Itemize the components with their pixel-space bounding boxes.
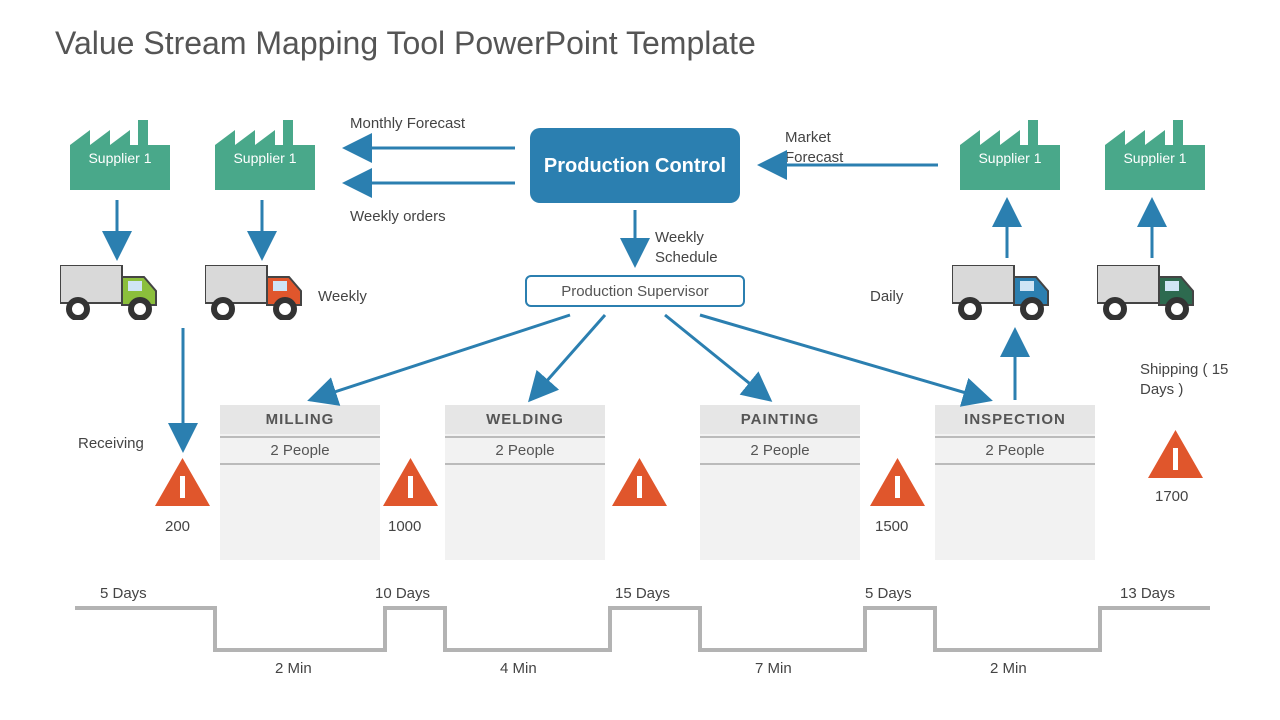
timeline-value: 5 Days <box>100 585 147 602</box>
timeline-value: 15 Days <box>615 585 670 602</box>
timeline-value: 4 Min <box>500 660 537 677</box>
timeline-layer <box>0 0 1280 720</box>
timeline-value: 5 Days <box>865 585 912 602</box>
timeline-value: 2 Min <box>990 660 1027 677</box>
timeline-value: 7 Min <box>755 660 792 677</box>
timeline-value: 13 Days <box>1120 585 1175 602</box>
timeline-value: 2 Min <box>275 660 312 677</box>
timeline-value: 10 Days <box>375 585 430 602</box>
